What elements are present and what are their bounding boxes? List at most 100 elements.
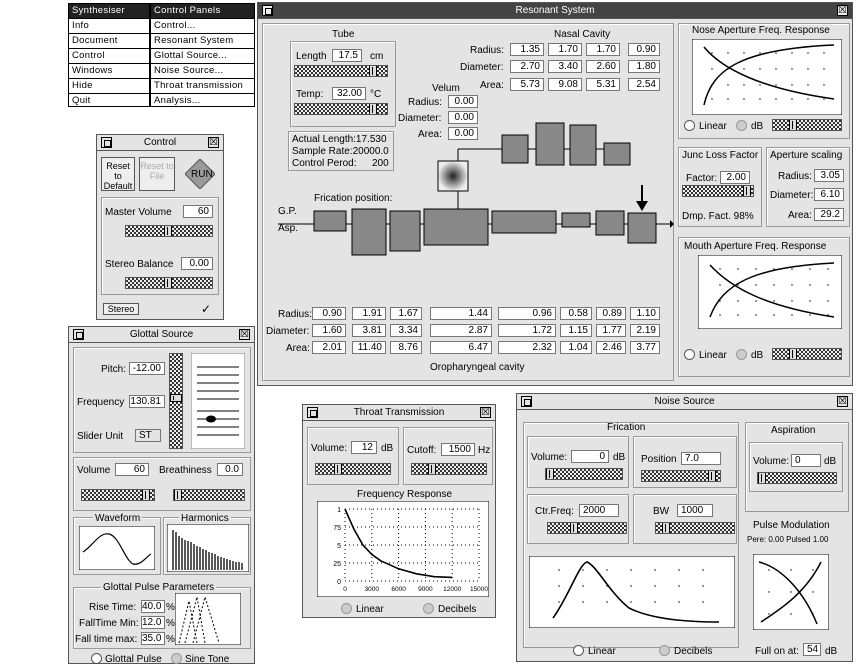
bw-field[interactable]: 1000 (677, 504, 713, 517)
oro-diameter-2[interactable]: 3.81 (352, 324, 386, 337)
menu-item-document[interactable]: Document (69, 34, 149, 49)
throat-volume-slider[interactable] (315, 463, 391, 475)
nasal-radius-3[interactable]: 1.70 (586, 43, 620, 56)
oro-radius-4[interactable]: 1.44 (430, 307, 492, 320)
oro-area-7[interactable]: 2.46 (596, 341, 626, 354)
factor-field[interactable]: 2.00 (720, 171, 750, 184)
mouth-linear-radio[interactable] (684, 349, 695, 360)
reset-file-button[interactable]: Reset to File (139, 157, 175, 191)
ap-radius-field[interactable]: 3.05 (814, 169, 844, 182)
nasal-diameter-2[interactable]: 3.40 (548, 60, 582, 73)
nasal-radius-1[interactable]: 1.35 (510, 43, 544, 56)
nasal-area-2[interactable]: 9.08 (548, 78, 582, 91)
throat-decibels-radio[interactable] (423, 603, 434, 614)
cutoff-field[interactable]: 1500 (441, 443, 475, 456)
nose-aperture-slider[interactable] (772, 119, 842, 131)
nasal-diameter-4[interactable]: 1.80 (628, 60, 660, 73)
position-slider[interactable] (641, 470, 721, 482)
length-slider[interactable] (294, 65, 388, 77)
nasal-radius-2[interactable]: 1.70 (548, 43, 582, 56)
oro-area-8[interactable]: 3.77 (630, 341, 660, 354)
glottal-pulse-radio[interactable] (91, 653, 102, 664)
oro-area-1[interactable]: 2.01 (312, 341, 346, 354)
run-button[interactable]: RUN (184, 158, 216, 190)
breathiness-field[interactable]: 0.0 (217, 463, 243, 476)
oro-radius-5[interactable]: 0.96 (498, 307, 556, 320)
menu-item-analysis[interactable]: Analysis... (154, 95, 201, 106)
menu-item-throat-transmission[interactable]: Throat transmission (151, 79, 254, 94)
factor-slider[interactable] (682, 185, 754, 197)
temp-field[interactable]: 32.00 (332, 87, 366, 100)
pitch-slider[interactable] (169, 353, 183, 449)
master-volume-slider[interactable] (125, 225, 213, 237)
cutoff-slider[interactable] (411, 463, 487, 475)
oro-area-5[interactable]: 2.32 (498, 341, 556, 354)
glottal-volume-slider[interactable] (81, 489, 155, 501)
glottal-titlebar[interactable]: Glottal Source ☒ (69, 327, 254, 343)
aspiration-volume-slider[interactable] (757, 472, 837, 484)
close-icon[interactable]: ☒ (837, 396, 848, 407)
glottal-volume-field[interactable]: 60 (115, 463, 149, 476)
ctr-freq-field[interactable]: 2000 (579, 504, 619, 517)
fall-min-field[interactable]: 12.0 (141, 616, 165, 629)
menu-item-info[interactable]: Info (69, 19, 149, 34)
oro-area-3[interactable]: 8.76 (390, 341, 422, 354)
slider-unit-field[interactable]: ST (135, 429, 161, 442)
oro-diameter-7[interactable]: 1.77 (596, 324, 626, 337)
velum-radius-field[interactable]: 0.00 (448, 95, 478, 108)
nose-db-radio[interactable] (736, 120, 747, 131)
rise-time-field[interactable]: 40.0 (141, 600, 165, 613)
fall-max-field[interactable]: 35.0 (141, 632, 165, 645)
menu-item-control-panel[interactable]: Control... (151, 19, 254, 34)
minimize-icon[interactable] (73, 329, 84, 340)
oro-radius-7[interactable]: 0.89 (596, 307, 626, 320)
noise-volume-slider[interactable] (545, 468, 623, 480)
oro-area-4[interactable]: 6.47 (430, 341, 492, 354)
temp-slider[interactable] (294, 103, 388, 115)
oro-radius-1[interactable]: 0.90 (312, 307, 346, 320)
menu-item-glottal-source[interactable]: Glottal Source... (151, 49, 254, 64)
nasal-diameter-1[interactable]: 2.70 (510, 60, 544, 73)
length-field[interactable]: 17.5 (332, 49, 362, 62)
oro-area-2[interactable]: 11.40 (352, 341, 386, 354)
menu-item-resonant-system[interactable]: Resonant System (151, 34, 254, 49)
position-field[interactable]: 7.0 (681, 452, 721, 465)
oro-diameter-4[interactable]: 2.87 (430, 324, 492, 337)
master-volume-field[interactable]: 60 (183, 205, 213, 218)
close-icon[interactable]: ☒ (480, 407, 491, 418)
minimize-icon[interactable] (101, 137, 112, 148)
noise-titlebar[interactable]: Noise Source ☒ (517, 394, 852, 410)
oro-diameter-1[interactable]: 1.60 (312, 324, 346, 337)
noise-linear-radio[interactable] (573, 645, 584, 656)
oro-diameter-3[interactable]: 3.34 (390, 324, 422, 337)
menu-item-control[interactable]: Control (69, 49, 149, 64)
oro-radius-2[interactable]: 1.91 (352, 307, 386, 320)
menu-item-windows[interactable]: Windows (69, 64, 149, 79)
oro-diameter-8[interactable]: 2.19 (630, 324, 660, 337)
oro-diameter-6[interactable]: 1.15 (560, 324, 592, 337)
close-icon[interactable]: ☒ (837, 5, 848, 16)
oro-radius-6[interactable]: 0.58 (560, 307, 592, 320)
minimize-icon[interactable] (521, 396, 532, 407)
minimize-icon[interactable] (262, 5, 273, 16)
close-icon[interactable]: ☒ (239, 329, 250, 340)
bw-slider[interactable] (655, 522, 735, 534)
oro-diameter-5[interactable]: 1.72 (498, 324, 556, 337)
ap-diameter-field[interactable]: 6.10 (814, 188, 844, 201)
throat-titlebar[interactable]: Throat Transmission ☒ (303, 405, 495, 421)
frequency-field[interactable]: 130.81 (129, 395, 165, 408)
close-icon[interactable]: ☒ (208, 137, 219, 148)
nasal-area-3[interactable]: 5.31 (586, 78, 620, 91)
nasal-radius-4[interactable]: 0.90 (628, 43, 660, 56)
reset-default-button[interactable]: Reset to Default (101, 157, 135, 191)
noise-decibels-radio[interactable] (659, 645, 670, 656)
throat-linear-radio[interactable] (341, 603, 352, 614)
mouth-db-radio[interactable] (736, 349, 747, 360)
minimize-icon[interactable] (307, 407, 318, 418)
stereo-button[interactable]: Stereo (103, 303, 139, 315)
nose-linear-radio[interactable] (684, 120, 695, 131)
throat-volume-field[interactable]: 12 (351, 441, 377, 454)
nasal-diameter-3[interactable]: 2.60 (586, 60, 620, 73)
menu-item-noise-source[interactable]: Noise Source... (151, 64, 254, 79)
full-on-field[interactable]: 54 (803, 643, 821, 656)
